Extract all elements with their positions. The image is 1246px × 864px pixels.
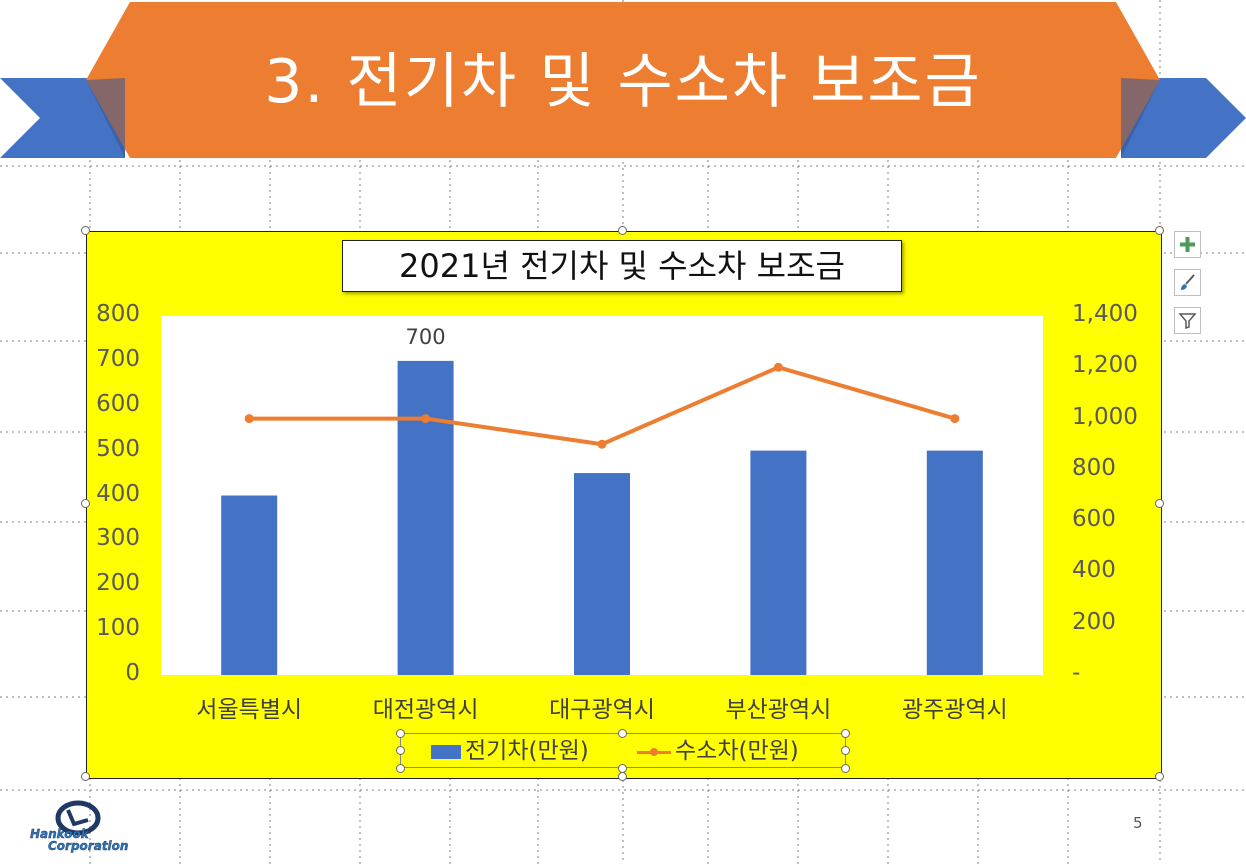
resize-handle-top-left[interactable] (81, 226, 90, 235)
resize-handle-top[interactable] (618, 226, 627, 235)
right-tick-label: 1,200 (1072, 352, 1138, 379)
data-label: 700 (405, 324, 446, 349)
chart-elements-button[interactable] (1174, 231, 1201, 258)
left-tick-label: 400 (96, 480, 140, 507)
legend-swatch-bar (431, 745, 461, 759)
left-tick-label: 200 (96, 570, 140, 597)
right-tick-label: 600 (1072, 506, 1116, 533)
line-point-2[interactable] (597, 439, 607, 449)
chart-filters-button[interactable] (1174, 307, 1201, 334)
category-label: 광주광역시 (901, 697, 1008, 723)
legend-item-hydrogen[interactable]: 수소차(만원) (623, 734, 845, 769)
ribbon-fold-right (1121, 78, 1160, 158)
line-point-1[interactable] (421, 414, 431, 424)
legend-handle-top-right[interactable] (841, 729, 850, 738)
right-tick-label: 200 (1072, 608, 1116, 635)
chart-legend[interactable]: 전기차(만원) 수소차(만원) (400, 733, 846, 768)
chart-styles-button[interactable] (1174, 269, 1201, 296)
chart-title[interactable]: 2021년 전기차 및 수소차 보조금 (342, 240, 902, 292)
legend-label: 전기차(만원) (465, 738, 589, 764)
legend-swatch-dot (650, 748, 658, 756)
ribbon-right (1121, 78, 1246, 158)
left-tick-label: 600 (96, 390, 140, 417)
legend-item-electric[interactable]: 전기차(만원) (401, 734, 623, 769)
line-point-0[interactable] (244, 414, 254, 424)
svg-text:Corporation: Corporation (48, 839, 128, 853)
category-label: 대전광역시 (372, 697, 479, 723)
plus-icon (1180, 237, 1195, 252)
slide-title[interactable]: 3. 전기차 및 수소차 보조금 (264, 47, 982, 117)
legend-handle-right[interactable] (841, 746, 850, 755)
resize-handle-bottom-right[interactable] (1155, 772, 1164, 781)
legend-label: 수소차(만원) (675, 738, 799, 764)
resize-handle-top-right[interactable] (1155, 226, 1164, 235)
line-point-3[interactable] (773, 362, 783, 372)
category-label: 부산광역시 (725, 697, 832, 723)
bar-3[interactable] (750, 450, 807, 675)
bar-2[interactable] (574, 473, 630, 675)
left-tick-label: 700 (96, 345, 140, 372)
legend-handle-left[interactable] (396, 746, 405, 755)
bar-0[interactable] (221, 495, 278, 676)
resize-handle-bottom-left[interactable] (81, 772, 90, 781)
right-tick-label: 400 (1072, 557, 1116, 584)
legend-handle-top[interactable] (618, 729, 627, 738)
filter-icon (1178, 313, 1197, 330)
title-banner (0, 2, 1246, 158)
legend-handle-bottom-left[interactable] (396, 764, 405, 773)
svg-text:Hankook: Hankook (30, 827, 90, 841)
ribbon-fold-left (86, 78, 125, 158)
legend-handle-bottom-right[interactable] (841, 764, 850, 773)
right-tick-label: 800 (1072, 454, 1116, 481)
resize-handle-left[interactable] (81, 499, 90, 508)
bar-1[interactable] (397, 360, 454, 675)
brush-icon (1181, 274, 1195, 290)
left-tick-label: 100 (96, 615, 140, 642)
line-point-4[interactable] (950, 414, 960, 424)
ribbon-left (0, 78, 125, 158)
banner-shape (86, 2, 1160, 158)
left-tick-label: 0 (125, 660, 140, 686)
right-tick-label: 1,000 (1072, 403, 1138, 430)
page-number: 5 (1133, 814, 1143, 832)
right-tick-label: - (1072, 660, 1081, 686)
category-label: 대구광역시 (549, 697, 655, 723)
company-logo: Hankook Corporation (30, 800, 129, 853)
bar-4[interactable] (926, 450, 983, 675)
resize-handle-bottom[interactable] (618, 772, 627, 781)
category-label: 서울특별시 (196, 697, 303, 723)
right-tick-label: 1,400 (1072, 301, 1138, 327)
series-line-hydrogen[interactable] (249, 365, 956, 447)
resize-handle-right[interactable] (1155, 499, 1164, 508)
legend-handle-top-left[interactable] (396, 729, 405, 738)
legend-handle-bottom[interactable] (618, 764, 627, 773)
left-tick-label: 500 (96, 435, 140, 462)
left-tick-label: 300 (96, 525, 140, 552)
left-tick-label: 800 (96, 301, 140, 327)
